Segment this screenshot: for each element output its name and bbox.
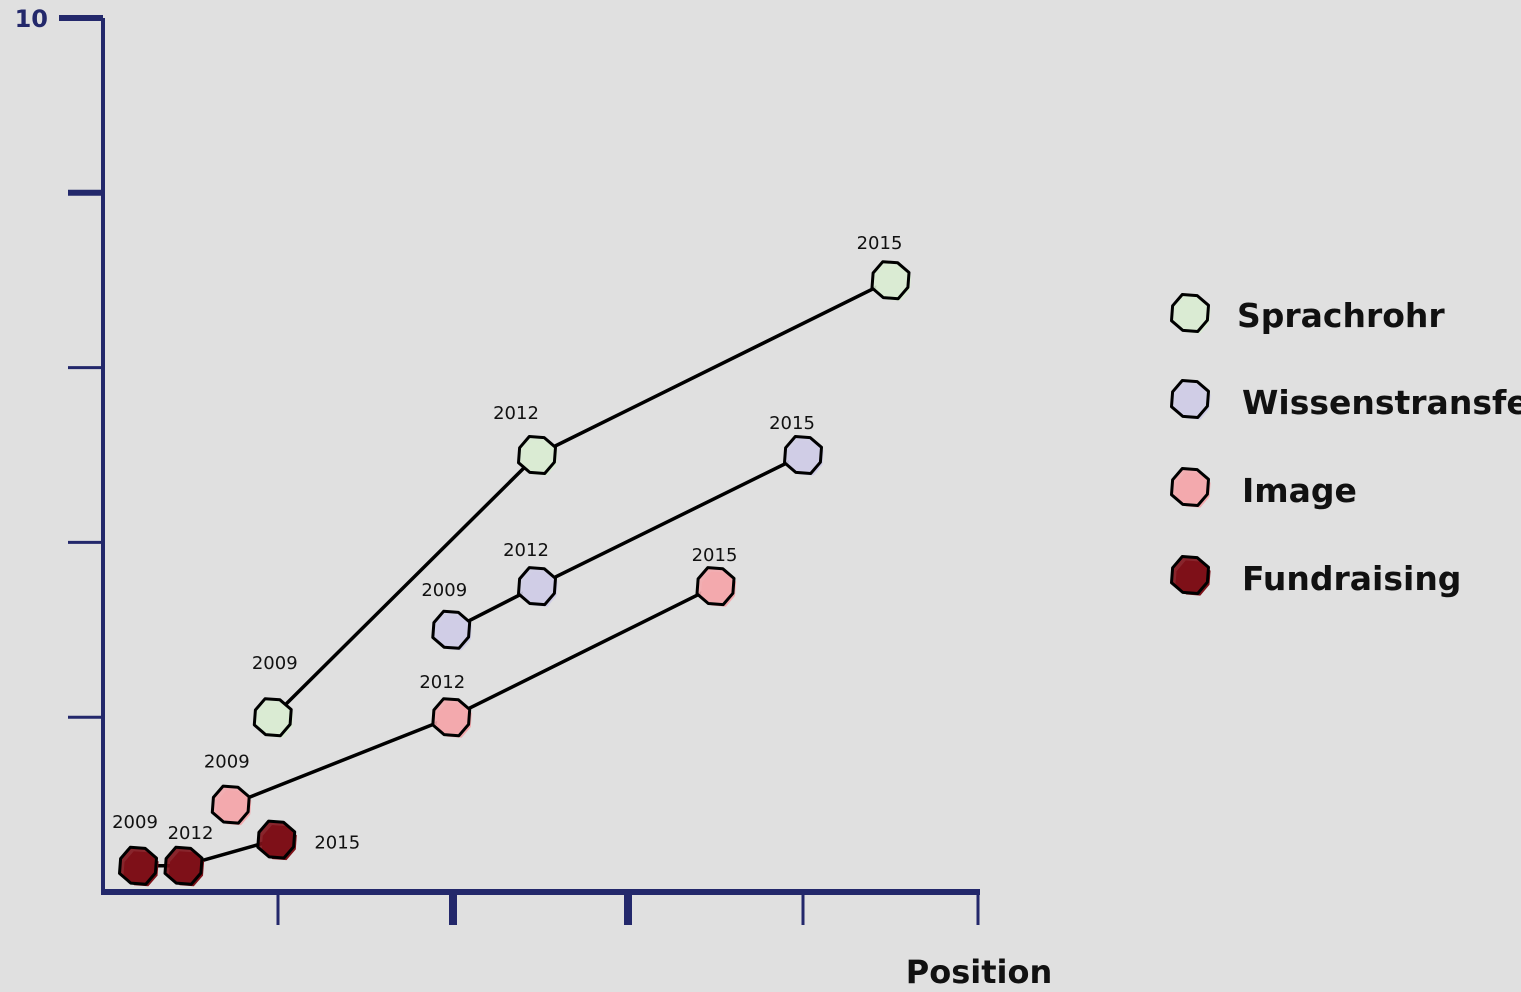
- series-1-marker-1-outline: [519, 568, 556, 605]
- series-3-marker-2-outline: [258, 821, 295, 858]
- series-0-marker-0: [254, 699, 293, 738]
- legend-swatch-1: [1172, 381, 1211, 420]
- series-1-marker-0-outline: [433, 611, 470, 648]
- series-2-marker-1: [433, 699, 472, 738]
- legend-label-2: Image: [1242, 471, 1357, 510]
- series-2-marker-0-outline: [212, 786, 249, 823]
- series-1-marker-2-outline: [785, 437, 822, 474]
- axes: 10: [15, 5, 980, 925]
- series-3-label-0: 2009: [112, 812, 158, 833]
- series-3-marker-1: [165, 847, 204, 886]
- legend-item-2: Image: [1172, 469, 1357, 511]
- series-0-marker-0-outline: [254, 699, 291, 736]
- legend-label-1: Wissenstransfer: [1242, 383, 1521, 422]
- series-3-marker-2: [258, 821, 297, 860]
- legend: Sprachrohr Wissenstransfer Image Fundraisin…: [1172, 295, 1521, 599]
- series-1-marker-1: [519, 568, 558, 607]
- series-2-label-2: 2015: [692, 545, 738, 566]
- legend-swatch-3: [1172, 557, 1211, 596]
- series-2-marker-2: [697, 568, 736, 607]
- data-markers: [120, 262, 912, 887]
- legend-swatch-0-outline: [1172, 295, 1209, 332]
- series-3-marker-1-outline: [165, 847, 202, 884]
- x-axis-label: Position: [906, 953, 1052, 988]
- series-0-label-1: 2012: [493, 403, 539, 424]
- series-0-marker-2: [872, 262, 911, 301]
- series-lines: [138, 280, 891, 866]
- series-0-marker-2-outline: [872, 262, 909, 299]
- year-labels: 2009 2012 2015 2009 2012 2015 2009 2012 2015 2009…: [112, 233, 902, 853]
- series-0-label-2: 2015: [857, 233, 903, 254]
- series-2-marker-1-outline: [433, 699, 470, 736]
- series-2-label-1: 2012: [419, 672, 465, 693]
- legend-swatch-0: [1172, 295, 1211, 334]
- legend-swatch-1-outline: [1172, 381, 1209, 418]
- legend-label-0: Sprachrohr: [1237, 296, 1445, 335]
- series-1-label-1: 2012: [503, 540, 549, 561]
- series-1-label-0: 2009: [421, 580, 467, 601]
- series-0-marker-1-outline: [519, 437, 556, 474]
- series-3-marker-0: [120, 847, 159, 886]
- series-2-marker-0: [212, 786, 251, 825]
- y-tick-label-0: 10: [15, 5, 48, 33]
- series-3-label-1: 2012: [168, 823, 214, 844]
- legend-item-3: Fundraising: [1172, 557, 1462, 599]
- series-3-label-2: 2015: [314, 833, 360, 854]
- legend-item-0: Sprachrohr: [1172, 295, 1446, 336]
- legend-label-3: Fundraising: [1242, 559, 1461, 598]
- series-1-marker-0: [433, 611, 472, 650]
- legend-swatch-2: [1172, 469, 1211, 508]
- series-2-label-0: 2009: [204, 752, 250, 773]
- series-1-label-2: 2015: [769, 413, 815, 434]
- series-1-marker-2: [785, 437, 824, 476]
- series-2-marker-2-outline: [697, 568, 734, 605]
- legend-swatch-3-outline: [1172, 557, 1209, 594]
- legend-swatch-2-outline: [1172, 469, 1209, 506]
- series-3-marker-0-outline: [120, 847, 157, 884]
- series-0-label-0: 2009: [252, 653, 298, 674]
- legend-item-1: Wissenstransfer: [1172, 381, 1521, 423]
